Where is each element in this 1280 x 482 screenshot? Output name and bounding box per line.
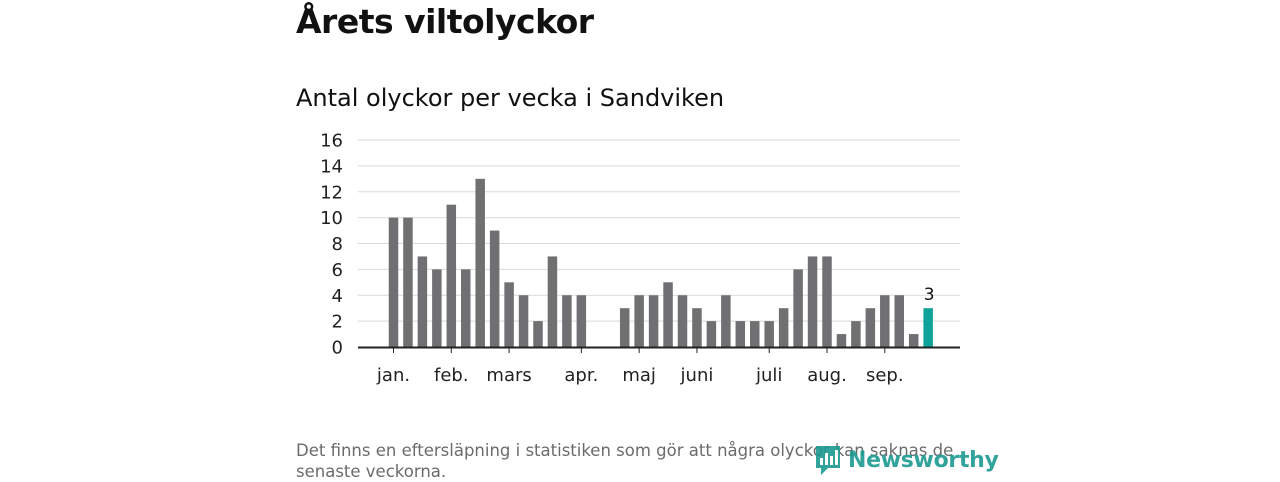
y-tick-label: 14: [320, 156, 343, 177]
bar: [822, 256, 832, 347]
bar: [649, 295, 659, 347]
y-tick-label: 0: [332, 338, 343, 359]
x-tick-label: mars: [486, 365, 531, 386]
bar: [721, 295, 731, 347]
bar: [837, 334, 847, 347]
bar: [736, 321, 746, 347]
x-tick-label: juli: [755, 365, 782, 386]
bar: [692, 308, 702, 347]
y-tick-label: 12: [320, 182, 343, 203]
bar: [793, 269, 803, 347]
bar: [490, 231, 500, 347]
bar: [461, 269, 471, 347]
bar: [909, 334, 919, 347]
bar: [880, 295, 890, 347]
bar: [779, 308, 789, 347]
x-tick-label: aug.: [807, 365, 847, 386]
bar-highlight: [923, 308, 933, 347]
y-tick-label: 16: [320, 131, 343, 152]
y-tick-label: 4: [332, 286, 343, 307]
x-tick-label: maj: [622, 365, 656, 386]
bar: [750, 321, 760, 347]
bar-chart: 0 2 4 6 8 10 12 14 16 3 jan. feb. mars apr. maj juni jul…: [0, 0, 1280, 400]
bar: [634, 295, 644, 347]
bar: [663, 282, 673, 347]
x-tick-label: apr.: [564, 365, 598, 386]
bar: [418, 256, 428, 347]
bar: [533, 321, 543, 347]
bar: [432, 269, 442, 347]
x-tick-label: jan.: [376, 365, 410, 386]
bar: [620, 308, 630, 347]
bar: [504, 282, 513, 347]
y-tick-label: 8: [332, 234, 343, 255]
bar: [678, 295, 688, 347]
x-tick-label: feb.: [434, 365, 469, 386]
bar: [475, 179, 485, 347]
newsworthy-logo-icon: [814, 444, 842, 476]
bar: [764, 321, 774, 347]
bar: [548, 256, 558, 347]
y-tick-label: 6: [332, 260, 343, 281]
bar: [707, 321, 717, 347]
y-tick-label: 2: [332, 312, 343, 333]
newsworthy-logo: Newsworthy: [814, 444, 999, 476]
newsworthy-logo-text: Newsworthy: [848, 448, 999, 473]
bar: [577, 295, 587, 347]
x-tick-label: juni: [680, 365, 714, 386]
bar: [895, 295, 905, 347]
bar-data-label: 3: [924, 285, 935, 305]
bar: [447, 205, 457, 347]
bar: [562, 295, 572, 347]
x-tick-label: sep.: [866, 365, 904, 386]
bar: [851, 321, 861, 347]
bar: [389, 218, 399, 347]
bar: [403, 218, 413, 347]
bar: [866, 308, 876, 347]
bar: [519, 295, 529, 347]
y-tick-label: 10: [320, 208, 343, 229]
bar: [808, 256, 818, 347]
